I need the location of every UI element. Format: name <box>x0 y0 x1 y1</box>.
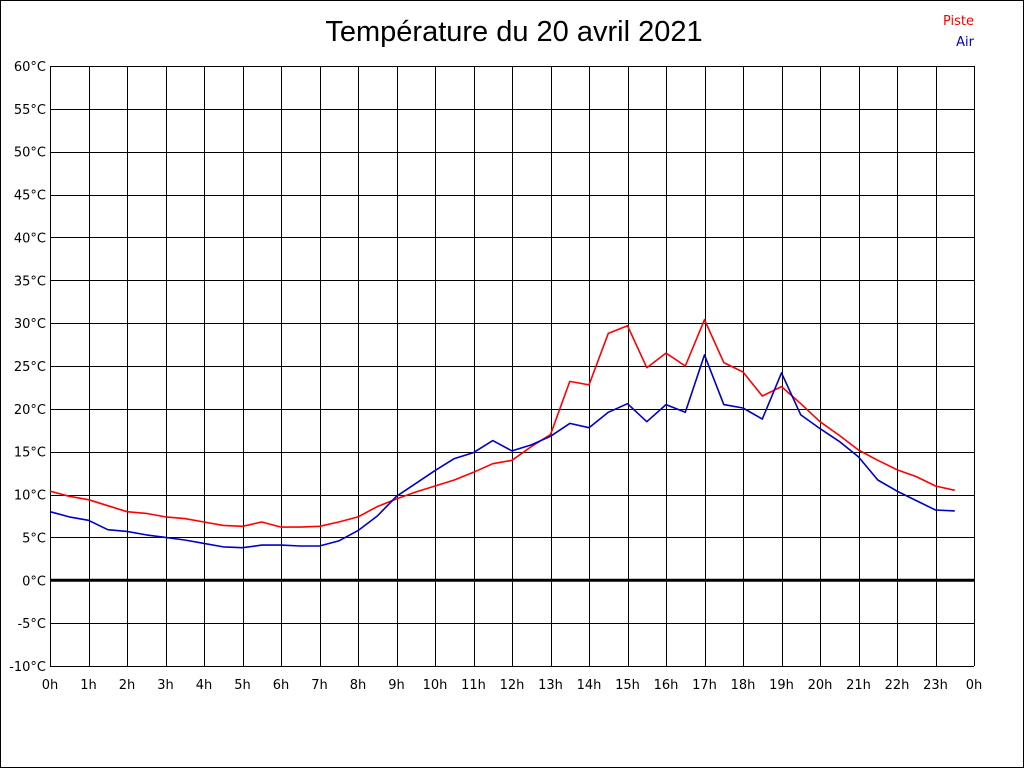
y-tick-label: 30°C <box>14 317 46 332</box>
series-line-piste <box>49 318 955 528</box>
y-tick-label: 50°C <box>14 146 46 161</box>
legend-entry-piste: Piste <box>942 14 974 29</box>
x-tick-label: 9h <box>388 678 405 693</box>
x-tick-label: 12h <box>500 678 525 693</box>
x-tick-label: 3h <box>157 678 174 693</box>
x-tick-label: 17h <box>692 678 717 693</box>
x-tick-label: 21h <box>846 678 871 693</box>
x-tick-label: 6h <box>273 678 290 693</box>
x-tick-label: 20h <box>808 678 833 693</box>
x-tick-label: 4h <box>196 678 213 693</box>
y-tick-label: 25°C <box>14 360 46 375</box>
legend-entry-air: Air <box>956 35 974 50</box>
y-tick-label: 10°C <box>14 489 46 504</box>
x-tick-label: 13h <box>538 678 563 693</box>
x-tick-label: 0h <box>42 678 59 693</box>
x-tick-label: 10h <box>423 678 448 693</box>
y-tick-label: 20°C <box>14 403 46 418</box>
x-tick-label: 7h <box>311 678 328 693</box>
x-tick-label: 2h <box>119 678 136 693</box>
x-tick-label: 23h <box>923 678 948 693</box>
y-tick-label: 5°C <box>22 531 46 546</box>
y-tick-label: 55°C <box>14 103 46 118</box>
y-tick-label: 0°C <box>22 574 46 589</box>
x-tick-label: 14h <box>577 678 602 693</box>
x-tick-label: 15h <box>615 678 640 693</box>
y-tick-label: -5°C <box>17 617 46 632</box>
x-tick-label: 18h <box>731 678 756 693</box>
x-tick-label: 19h <box>769 678 794 693</box>
x-tick-label: 22h <box>885 678 910 693</box>
x-tick-label: 11h <box>461 678 486 693</box>
y-tick-label: 40°C <box>14 231 46 246</box>
x-tick-label: 1h <box>80 678 97 693</box>
y-tick-label: -10°C <box>9 660 46 675</box>
series-line-air <box>49 354 955 549</box>
y-tick-label: 35°C <box>14 274 46 289</box>
y-tick-label: 45°C <box>14 189 46 204</box>
x-tick-label: 8h <box>350 678 367 693</box>
x-tick-label: 0h <box>966 678 983 693</box>
x-tick-label: 16h <box>654 678 679 693</box>
x-tick-label: 5h <box>234 678 251 693</box>
y-tick-label: 15°C <box>14 446 46 461</box>
chart-title: Température du 20 avril 2021 <box>325 16 703 48</box>
y-tick-label: 60°C <box>14 60 46 75</box>
